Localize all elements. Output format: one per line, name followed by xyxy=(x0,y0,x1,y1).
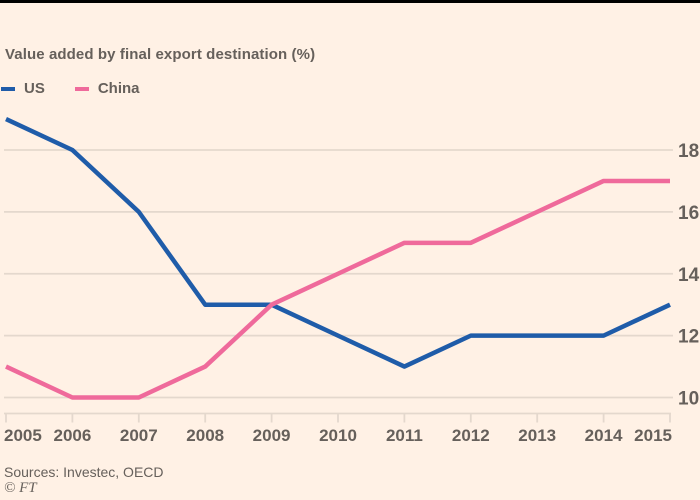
y-tick-label-10: 10 xyxy=(678,389,699,410)
china-line-swatch xyxy=(74,87,89,91)
x-tick-label-2008: 2008 xyxy=(186,426,224,445)
top-rule xyxy=(0,0,700,3)
china-line xyxy=(5,178,670,400)
x-tick-label-2012: 2012 xyxy=(452,426,490,445)
x-tick-label-2013: 2013 xyxy=(518,426,556,445)
x-tick-label-2014: 2014 xyxy=(585,426,623,445)
x-tick-label-2009: 2009 xyxy=(253,426,291,445)
legend: US China xyxy=(1,80,170,98)
x-tick-label-2010: 2010 xyxy=(319,426,357,445)
y-tick-label-18: 18 xyxy=(678,141,699,162)
x-tick-label-2007: 2007 xyxy=(120,426,158,445)
x-tick-label-2006: 2006 xyxy=(53,426,91,445)
legend-label-china: China xyxy=(97,80,140,97)
legend-item-us: US xyxy=(1,80,45,98)
us-line xyxy=(5,117,671,369)
us-line-swatch xyxy=(1,87,15,91)
y-tick-label-16: 16 xyxy=(678,203,699,224)
legend-label-us: US xyxy=(24,80,45,97)
ft-copyright: © FT xyxy=(4,480,37,496)
y-tick-label-14: 14 xyxy=(678,265,700,286)
x-tick-label-2005: 2005 xyxy=(4,426,42,445)
x-tick-label-2011: 2011 xyxy=(386,426,423,445)
legend-item-china: China xyxy=(74,80,140,98)
x-tick-label-2015: 2015 xyxy=(634,426,672,445)
sources-note: Sources: Investec, OECD xyxy=(4,464,164,480)
y-tick-label-12: 12 xyxy=(678,327,699,348)
chart-subtitle: Value added by final export destination … xyxy=(5,46,316,63)
